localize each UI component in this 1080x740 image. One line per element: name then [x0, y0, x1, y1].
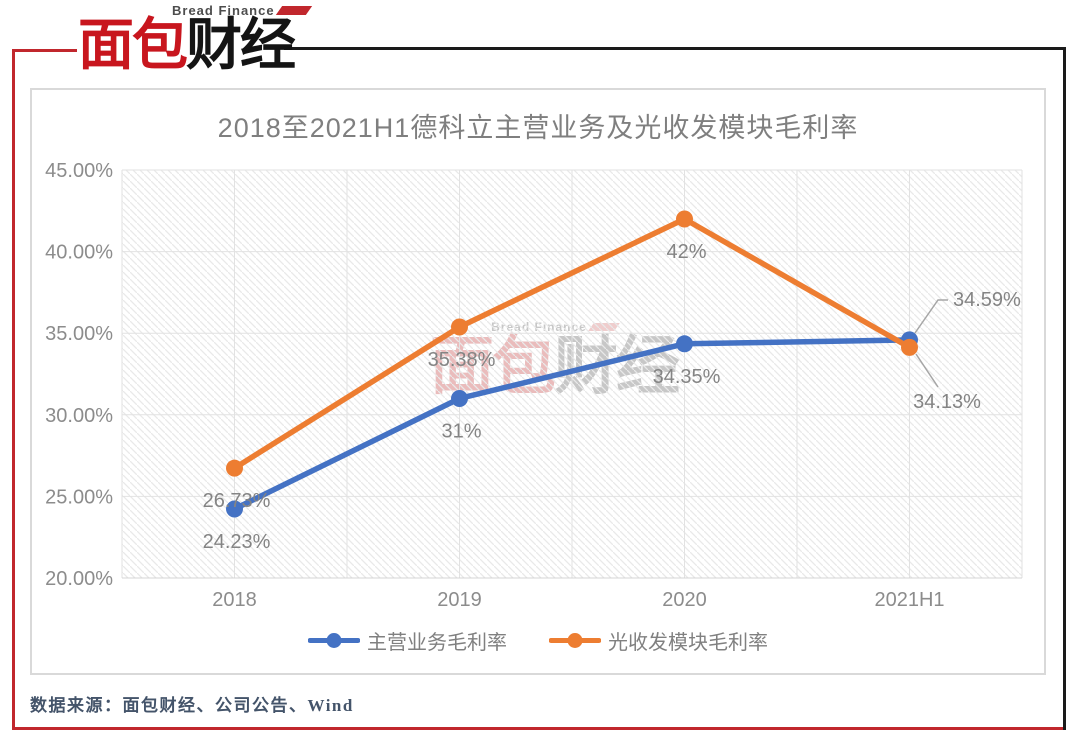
- chart-card: 2018至2021H1德科立主营业务及光收发模块毛利率 Bread Financ…: [30, 88, 1046, 675]
- leader-line: [915, 353, 939, 388]
- legend-label: 主营业务毛利率: [367, 632, 507, 654]
- y-axis-tick-label: 25.00%: [45, 486, 113, 508]
- frame-right-border: [1063, 47, 1066, 730]
- y-axis-tick-label: 45.00%: [45, 160, 113, 182]
- brand-logo-wordmark: 面包财经: [78, 18, 309, 74]
- data-point-marker: [676, 335, 693, 353]
- frame-top-red-segment: [13, 49, 77, 52]
- frame-top-black-segment: [284, 47, 1063, 50]
- data-point-marker: [226, 459, 243, 477]
- data-label: 42%: [666, 241, 706, 263]
- x-axis-tick-label: 2021H1: [874, 589, 944, 611]
- legend-item: 光收发模块毛利率: [549, 626, 768, 655]
- brand-logo-part2: 财经: [186, 13, 296, 78]
- y-axis-tick-label: 35.00%: [45, 323, 113, 345]
- line-chart-plot: 20.00% 25.00% 30.00% 35.00% 40.00% 45.00% 2018…: [45, 160, 1023, 611]
- legend-label: 光收发模块毛利率: [608, 632, 768, 654]
- frame-bottom-border: [12, 727, 1066, 730]
- x-axis-tick-label: 2020: [662, 589, 707, 611]
- data-point-marker: [451, 389, 468, 407]
- chart-title: 2018至2021H1德科立主营业务及光收发模块毛利率: [217, 113, 859, 143]
- data-label: 26.73%: [203, 490, 271, 512]
- chart-legend: 主营业务毛利率 光收发模块毛利率: [32, 626, 1044, 655]
- y-axis-tick-label: 20.00%: [45, 568, 113, 590]
- data-point-marker: [901, 338, 918, 356]
- series-line: [231, 216, 913, 471]
- brand-logo-part1: 面包: [78, 13, 188, 78]
- brand-swoosh-icon: [275, 6, 312, 15]
- brand-logo-subtitle-row: Bread Finance: [172, 3, 312, 18]
- data-label: 24.23%: [203, 531, 271, 553]
- x-axis-tick-label: 2019: [437, 589, 482, 611]
- data-label: 31%: [441, 420, 481, 442]
- data-label: 35.38%: [428, 349, 496, 371]
- data-source-note: 数据来源：面包财经、公司公告、Wind: [30, 696, 354, 715]
- data-point-marker: [676, 210, 693, 228]
- series-line: [231, 337, 913, 512]
- data-point-marker: [451, 318, 468, 336]
- x-axis-tick-label: 2018: [212, 589, 257, 611]
- y-axis-tick-label: 30.00%: [45, 405, 113, 427]
- legend-item: 主营业务毛利率: [308, 626, 507, 655]
- leader-line: [914, 299, 948, 334]
- data-label-callout: 34.59%: [953, 289, 1021, 311]
- data-point-marker: [226, 500, 243, 518]
- y-axis-tick-label: 40.00%: [45, 242, 113, 264]
- legend-marker-icon: [308, 633, 360, 648]
- legend-marker-icon: [549, 633, 601, 648]
- brand-logo: Bread Finance 面包财经: [78, 3, 312, 74]
- data-label: 34.35%: [653, 366, 721, 388]
- data-label-callout: 34.13%: [913, 391, 981, 413]
- brand-logo-subtitle: Bread Finance: [172, 3, 275, 18]
- frame-left-border: [12, 49, 15, 730]
